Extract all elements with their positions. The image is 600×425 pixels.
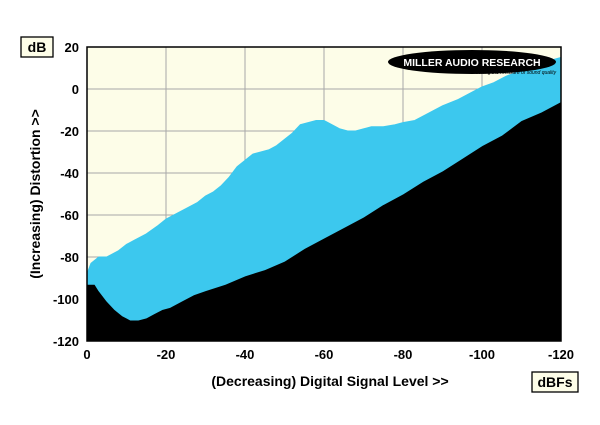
plot-border: [86, 46, 562, 342]
x-tick-label: -80: [394, 347, 413, 362]
y-axis-title: (Increasing) Distortion >>: [27, 109, 43, 279]
y-unit-box: dB: [20, 36, 54, 58]
y-tick-label: -100: [53, 292, 79, 307]
upper-series-line: [86, 57, 562, 274]
x-tick-label: -120: [548, 347, 574, 362]
below-floor-area: [87, 101, 561, 341]
logo-tagline: setting the measure of sound quality: [476, 70, 557, 76]
y-tick-label: -60: [60, 208, 79, 223]
x-tick-label: -60: [315, 347, 334, 362]
lower-series-line: [87, 101, 562, 321]
y-tick-label: -80: [60, 250, 79, 265]
x-tick-label: 0: [83, 347, 90, 362]
y-tick-label: -40: [60, 166, 79, 181]
y-tick-label: -20: [60, 124, 79, 139]
miller-audio-research-logo: MILLER AUDIO RESEARCH setting the measur…: [388, 50, 557, 76]
x-unit-box: dBFs: [531, 371, 579, 393]
distortion-band: [87, 57, 561, 320]
x-tick-labels: 0 -20 -40 -60 -80 -100 -120: [83, 347, 574, 362]
logo-name: MILLER AUDIO RESEARCH: [403, 57, 540, 69]
x-tick-label: -100: [469, 347, 495, 362]
x-axis-title: (Decreasing) Digital Signal Level >>: [211, 373, 448, 389]
y-tick-labels: 20 0 -20 -40 -60 -80 -100 -120: [53, 40, 79, 349]
y-unit-label: dB: [28, 39, 47, 55]
y-tick-label: 0: [72, 82, 79, 97]
y-tick-label: -120: [53, 334, 79, 349]
y-tick-label: 20: [65, 40, 79, 55]
x-unit-label: dBFs: [538, 374, 573, 390]
x-tick-label: -40: [236, 347, 255, 362]
x-tick-label: -20: [157, 347, 176, 362]
